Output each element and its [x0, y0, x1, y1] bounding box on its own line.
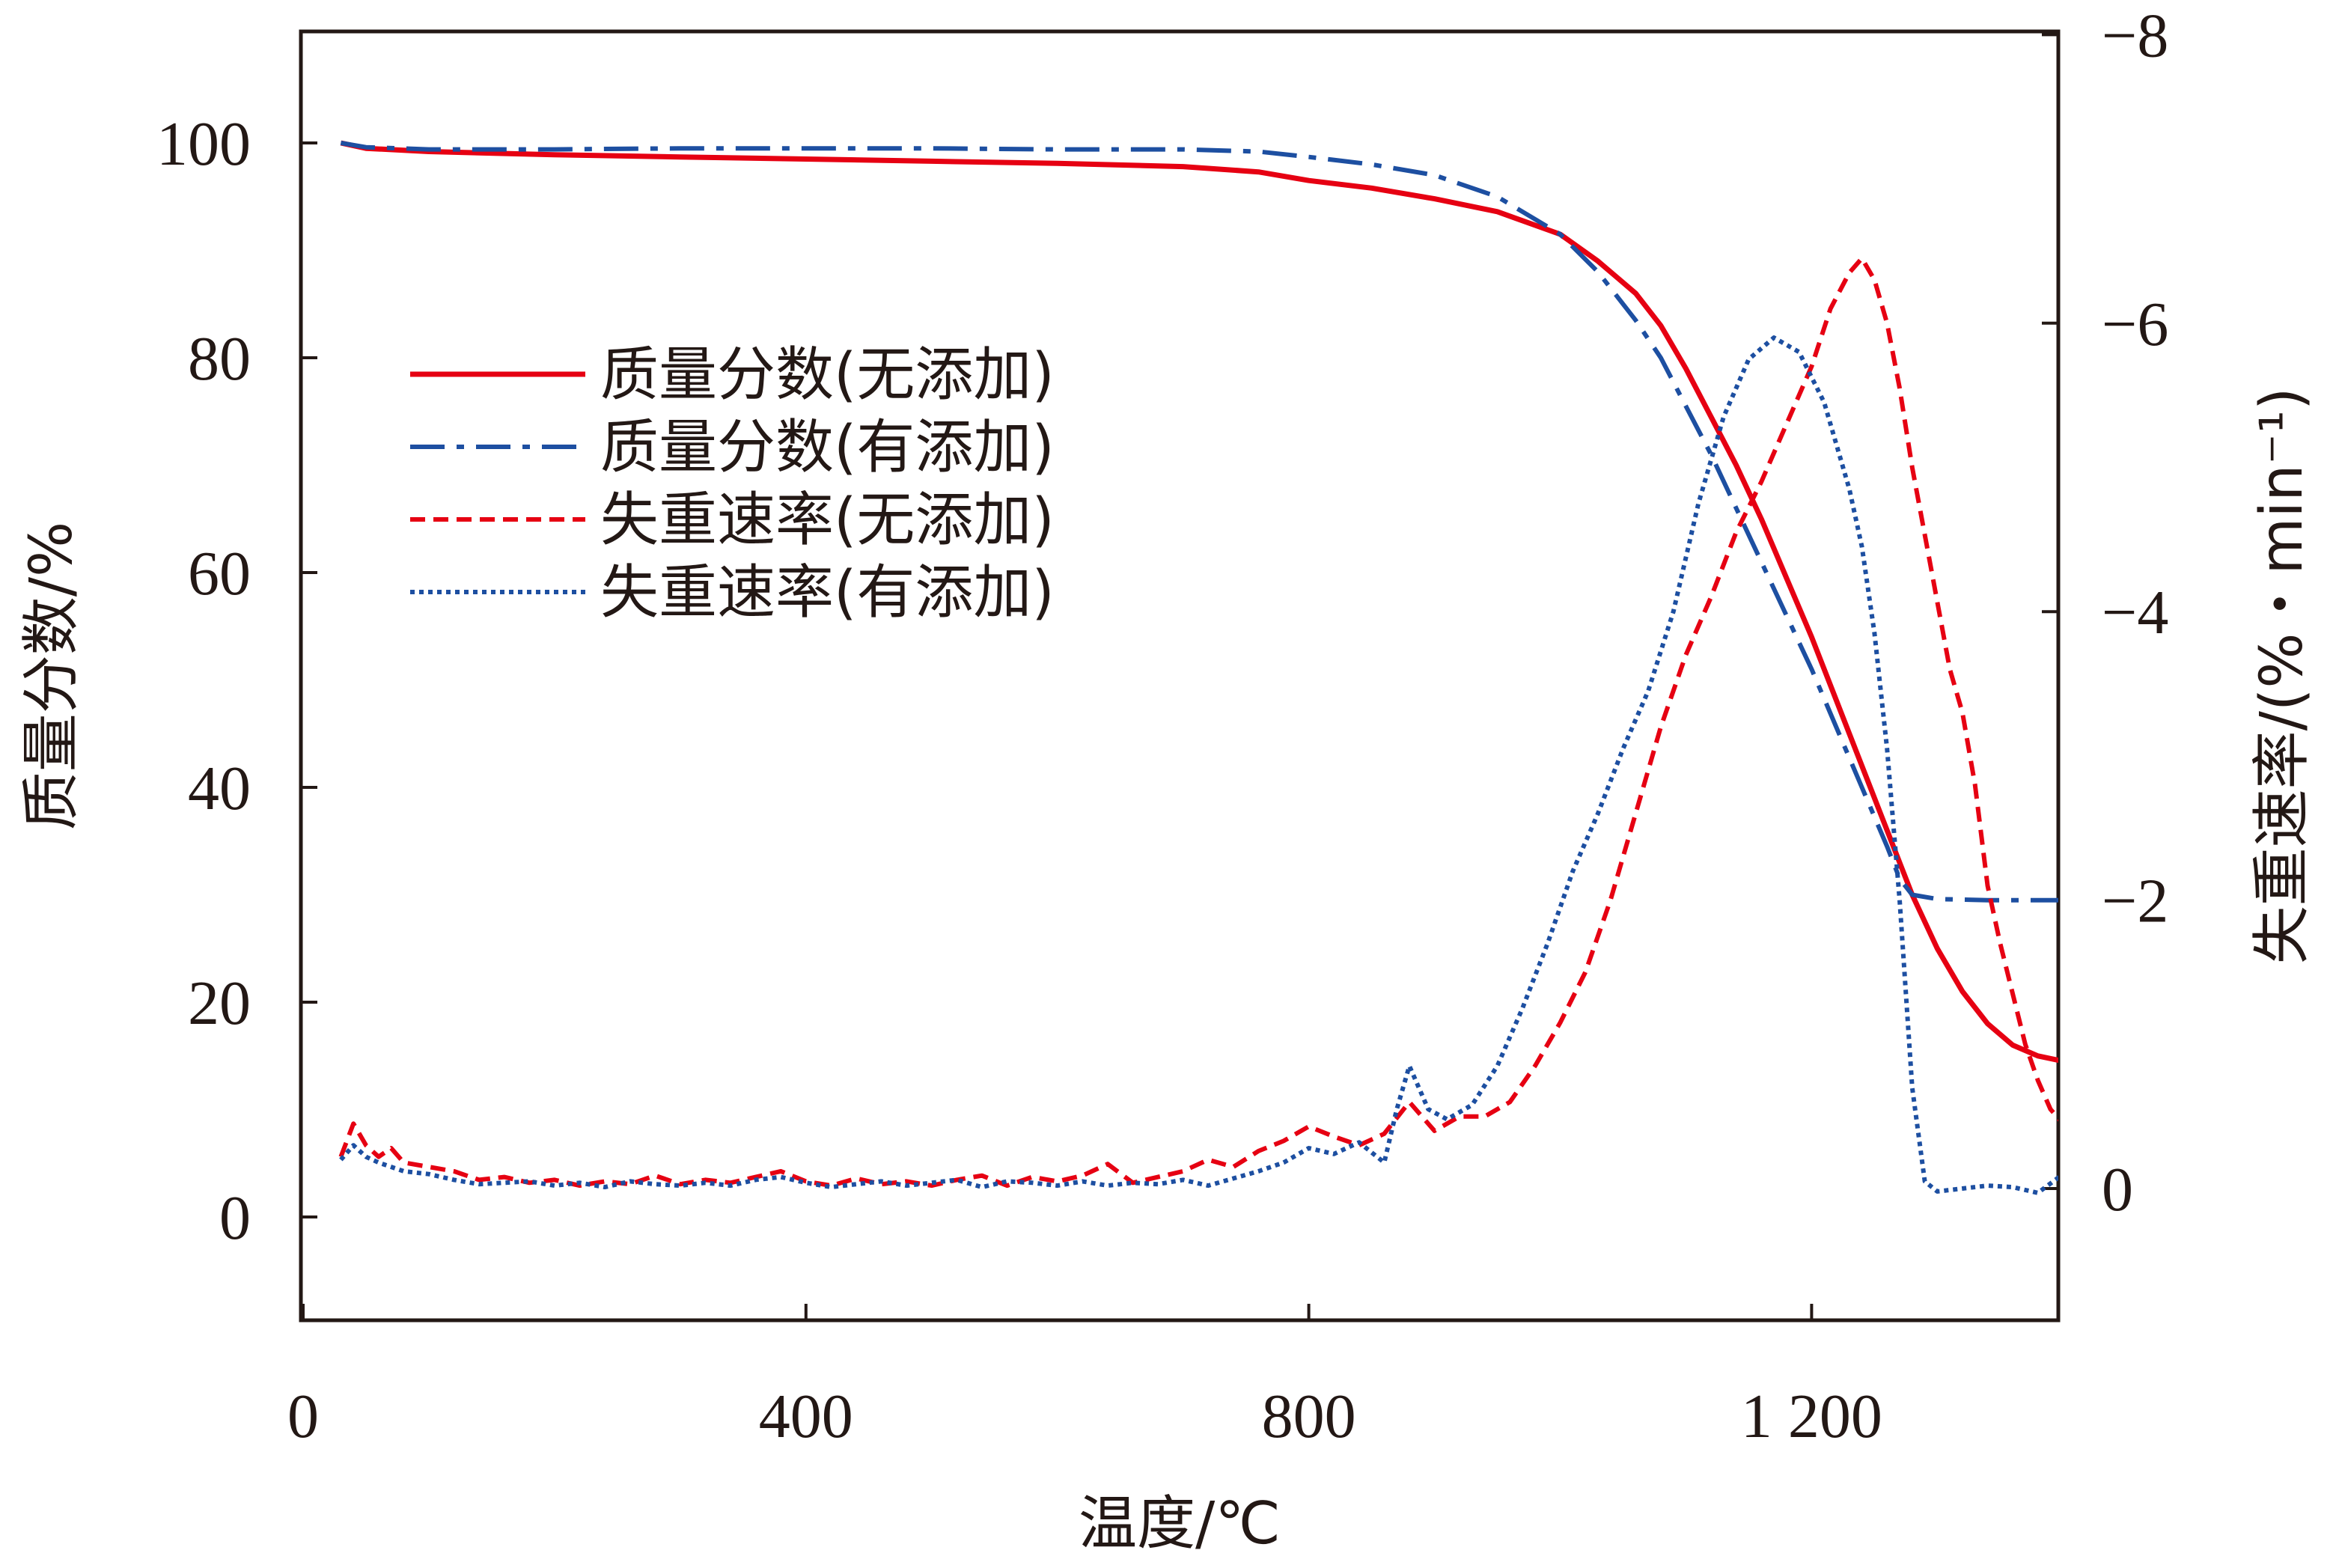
left-y-tick-label: 60	[188, 539, 251, 608]
legend-label: 失重速率(有添加)	[600, 559, 1055, 626]
right-y-tick-label: −8	[2102, 1, 2168, 70]
right-y-tick-label: 0	[2102, 1155, 2133, 1224]
left-y-axis-title: 质量分数/%	[18, 522, 85, 830]
plot-frame	[299, 29, 2061, 1323]
x-tick-label: 800	[1262, 1382, 1356, 1451]
right-y-axis-title: 失重速率/(%・min⁻¹)	[2248, 388, 2316, 965]
x-tick-label: 1 200	[1741, 1382, 1882, 1451]
right-y-tick-label: −2	[2102, 867, 2168, 936]
x-tick-label: 400	[759, 1382, 853, 1451]
legend: 质量分数(无添加)质量分数(有添加)失重速率(无添加)失重速率(有添加)	[410, 341, 1055, 626]
left-y-tick-label: 0	[219, 1183, 251, 1253]
series-layer	[338, 140, 2058, 1195]
legend-label: 质量分数(无添加)	[600, 341, 1055, 409]
legend-label: 失重速率(无添加)	[600, 486, 1055, 554]
x-axis-ticks: 0 400 800 1 200	[287, 1304, 1882, 1451]
legend-label: 质量分数(有添加)	[600, 414, 1055, 481]
right-y-tick-label: −4	[2102, 578, 2168, 647]
series-line-1	[340, 140, 2058, 1064]
x-tick-label: 0	[287, 1382, 319, 1451]
left-y-tick-label: 80	[188, 324, 251, 394]
left-y-tick-label: 20	[188, 968, 251, 1038]
series-line-2	[340, 141, 2058, 903]
left-y-tick-label: 40	[188, 754, 251, 823]
left-y-tick-label: 100	[156, 109, 251, 179]
right-y-axis-ticks: 0 −2 −4 −6 −8	[2042, 1, 2168, 1224]
left-y-axis-ticks: 0 20 40 60 80 100	[156, 109, 317, 1253]
series-line-4	[339, 335, 2058, 1195]
x-axis-title: 温度/℃	[1079, 1490, 1281, 1558]
series-line-3	[338, 256, 2058, 1189]
right-y-tick-label: −6	[2102, 290, 2168, 359]
